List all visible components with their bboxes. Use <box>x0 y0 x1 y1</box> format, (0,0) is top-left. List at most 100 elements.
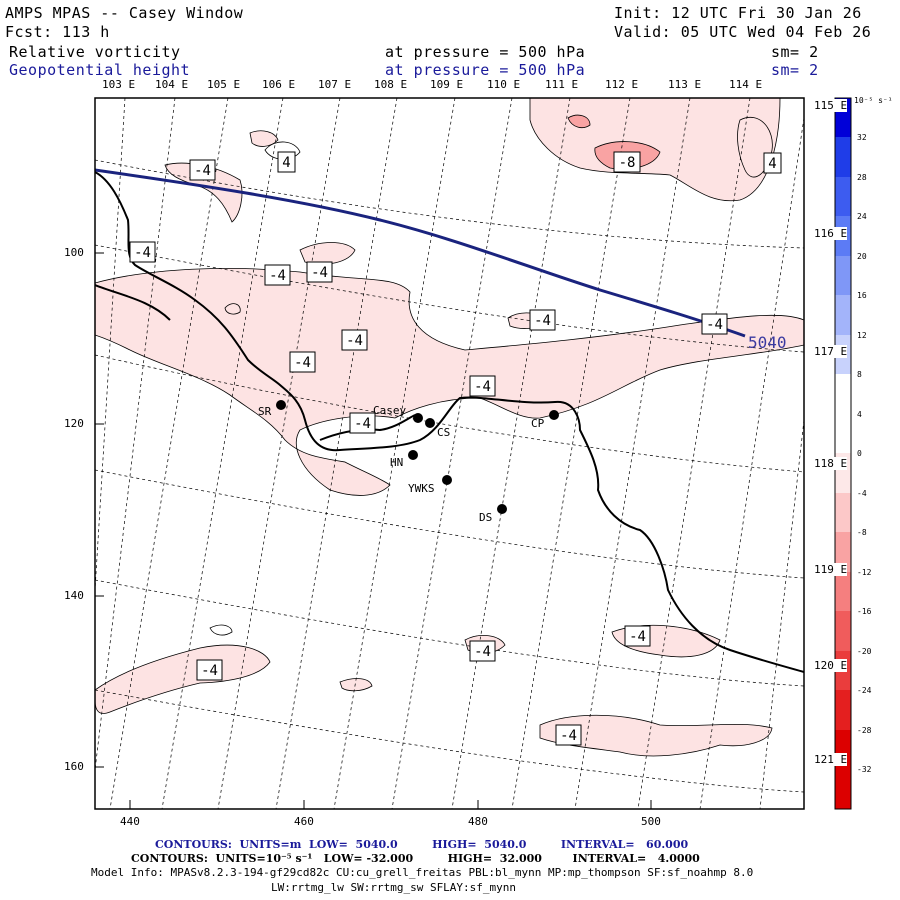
station-ywks: YWKS <box>408 475 452 495</box>
colorbar-label: -24 <box>857 686 872 695</box>
svg-text:-4: -4 <box>629 629 646 645</box>
svg-text:Casey: Casey <box>373 404 406 417</box>
field2-smoothing: sm= 2 <box>771 61 819 79</box>
valid-time: Valid: 05 UTC Wed 04 Feb 26 <box>614 23 872 41</box>
colorbar-label: -28 <box>857 726 872 735</box>
lat-label: 117 E <box>814 345 848 358</box>
lon-label: 103 E <box>102 78 136 91</box>
geopotential-5040-contour <box>95 168 746 338</box>
colorbar-label: -12 <box>857 568 872 577</box>
station-sr: SR <box>258 400 286 418</box>
colorbar-label: -4 <box>857 489 867 498</box>
x-tick-label: 500 <box>641 815 661 828</box>
svg-text:-4: -4 <box>534 313 551 329</box>
svg-text:HN: HN <box>390 456 403 469</box>
vort-label-box: -4 <box>289 351 316 373</box>
field1-name: Relative vorticity <box>9 43 181 61</box>
svg-text:-4: -4 <box>294 355 311 371</box>
colorbar-label: -20 <box>857 647 872 656</box>
station-hn: HN <box>390 450 418 469</box>
colorbar-label: 0 <box>857 449 862 458</box>
colorbar-label: 20 <box>857 252 867 261</box>
colorbar-label: 8 <box>857 370 862 379</box>
footer-vorticity-contours: CONTOURS: UNITS=10⁻⁵ s⁻¹ LOW= -32.000 HI… <box>131 852 700 865</box>
lon-label: 104 E <box>155 78 189 91</box>
height-contour-label: 5040 <box>748 333 787 352</box>
y-tick-label: 100 <box>64 246 84 259</box>
colorbar-unit: 10⁻⁵ s⁻¹ <box>854 96 893 105</box>
vort-label-box: -4 <box>624 625 651 647</box>
svg-text:-8: -8 <box>619 155 636 171</box>
y-tick-label: 140 <box>64 589 84 602</box>
colorbar-label: 32 <box>857 133 867 142</box>
y-tick-label: 120 <box>64 417 84 430</box>
lon-label: 109 E <box>430 78 464 91</box>
svg-text:CP: CP <box>531 417 545 430</box>
vort-label-box: -8 <box>613 151 641 173</box>
colorbar-label: 12 <box>857 331 867 340</box>
svg-text:-4: -4 <box>706 317 723 333</box>
lat-label: 119 E <box>814 563 848 576</box>
plot-frame <box>94 97 805 810</box>
init-time: Init: 12 UTC Fri 30 Jan 26 <box>614 4 862 22</box>
vort-label-box: 4 <box>763 152 782 174</box>
svg-text:YWKS: YWKS <box>408 482 435 495</box>
coastline <box>95 171 804 673</box>
lon-label: 108 E <box>374 78 408 91</box>
svg-text:4: 4 <box>768 156 776 172</box>
positive-vorticity-contours <box>209 117 773 636</box>
svg-text:-4: -4 <box>311 265 328 281</box>
vorticity-shading <box>95 98 804 757</box>
colorbar-label: -8 <box>857 528 867 537</box>
lat-label: 120 E <box>814 659 848 672</box>
lon-label: 107 E <box>318 78 352 91</box>
lat-label: 118 E <box>814 457 848 470</box>
field2-name: Geopotential height <box>9 61 191 79</box>
svg-text:4: 4 <box>282 155 290 171</box>
vort-label-box: -4 <box>341 329 368 351</box>
vorticity-labels: 4 -4 4 -8 4 -4 -4 -4 -4 -4 -4 -4 -4 -4 -… <box>0 0 782 746</box>
field2-level: at pressure = 500 hPa <box>385 61 586 79</box>
colorbar-label: -16 <box>857 607 872 616</box>
station-cp: CP <box>531 410 559 430</box>
vort-label-box: -4 <box>555 724 582 746</box>
svg-text:-4: -4 <box>474 379 491 395</box>
svg-text:-4: -4 <box>134 245 151 261</box>
svg-text:-4: -4 <box>269 268 286 284</box>
vort-label-box: -4 <box>129 241 156 263</box>
lat-label: 121 E <box>814 753 848 766</box>
svg-text:CS: CS <box>437 426 450 439</box>
plot-title: AMPS MPAS -- Casey Window <box>5 4 244 22</box>
station-ds: DS <box>479 504 507 524</box>
y-tick-label: 160 <box>64 760 84 773</box>
footer-radiation-info: LW:rrtmg_lw SW:rrtmg_sw SFLAY:sf_mynn <box>271 881 517 894</box>
field1-smoothing: sm= 2 <box>771 43 819 61</box>
footer-height-contours: CONTOURS: UNITS=m LOW= 5040.0 HIGH= 5040… <box>155 838 689 851</box>
lon-label: 110 E <box>487 78 521 91</box>
lat-label: 115 E <box>814 99 848 112</box>
vort-label-box: -4 <box>469 375 496 397</box>
vort-label-box: 4 <box>277 151 296 173</box>
lon-label: 114 E <box>729 78 763 91</box>
colorbar <box>834 97 852 810</box>
lon-label: 105 E <box>207 78 241 91</box>
vort-label-box: -4 <box>469 640 496 662</box>
vort-label-box: -4 <box>529 309 556 331</box>
lon-label: 111 E <box>545 78 579 91</box>
field1-level: at pressure = 500 hPa <box>385 43 586 61</box>
vort-label-box: -4 <box>306 261 333 283</box>
vort-label-box: -4 <box>189 159 216 181</box>
lon-label: 113 E <box>668 78 702 91</box>
colorbar-label: 28 <box>857 173 867 182</box>
svg-text:DS: DS <box>479 511 492 524</box>
lon-label: 106 E <box>262 78 296 91</box>
vort-label-box: 4 <box>0 0 268 154</box>
lat-label: 116 E <box>814 227 848 240</box>
footer-model-info: Model Info: MPASv8.2.3-194-gf29cd82c CU:… <box>91 866 754 879</box>
vort-label-box: -4 <box>349 412 376 434</box>
svg-text:-4: -4 <box>354 416 371 432</box>
forecast-hour: Fcst: 113 h <box>5 23 110 41</box>
vort-label-box: -4 <box>264 264 291 286</box>
svg-text:SR: SR <box>258 405 272 418</box>
vort-label-box: -4 <box>701 313 728 335</box>
